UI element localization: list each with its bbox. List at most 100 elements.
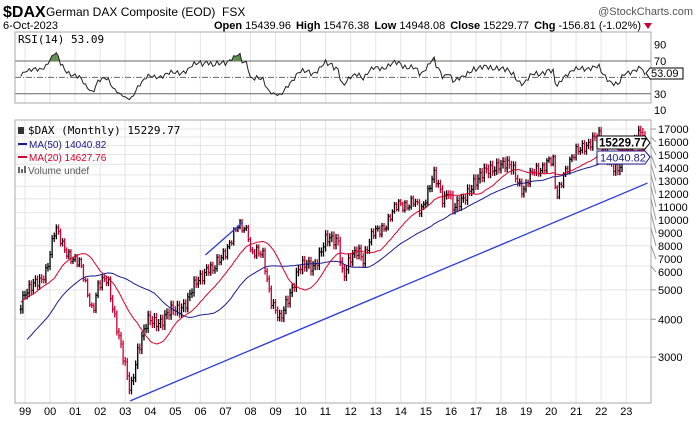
price-tick-leader [650, 265, 657, 273]
open-value: 15439.96 [245, 20, 291, 32]
high-value: 15476.38 [323, 20, 369, 32]
price-tick-leader [650, 164, 657, 182]
price-tick-label: 16000 [658, 137, 689, 149]
rsi-overbought-fill [233, 55, 236, 61]
x-axis: 99 00 01 02 03 04 05 06 07 08 09 10 11 12 13 14 15 16 17 18… [19, 406, 632, 418]
x-tick-label: 16 [445, 406, 457, 418]
x-tick-label: 20 [545, 406, 557, 418]
x-tick-label: 14 [395, 406, 407, 418]
trendline [204, 221, 244, 256]
x-tick-label: 12 [345, 406, 357, 418]
price-tick-leader [650, 154, 657, 169]
price-tick-label: 7000 [658, 254, 682, 266]
rsi-panel [15, 51, 651, 101]
close-label: Close [450, 20, 480, 32]
rsi-overbought-fill [56, 52, 59, 61]
legend-ma50: MA(50) 14040.82 [29, 140, 107, 151]
x-tick-label: 05 [169, 406, 181, 418]
price-tick-leader [650, 145, 657, 156]
rsi-value-text: 53.09 [651, 68, 679, 80]
price-tick-label: 17000 [658, 124, 689, 136]
rsi-axis: 90 70 30 10 [654, 40, 666, 118]
x-tick-label: 17 [470, 406, 482, 418]
ohlc-summary: Open 15439.96 High 15476.38 Low 14948.08 Close… [214, 20, 641, 32]
legend-price: $DAX (Monthly) 15229.77 [28, 124, 180, 137]
symbol: $DAX [3, 4, 46, 21]
x-tick-label: 07 [219, 406, 231, 418]
rsi-tick-label: 70 [654, 56, 666, 68]
price-panel-border [14, 119, 652, 404]
x-tick-label: 10 [295, 406, 307, 418]
price-tick-label: 12000 [658, 189, 689, 201]
close-value: 15229.77 [483, 20, 529, 32]
ma50-line [26, 153, 646, 340]
price-tick-label: 11000 [658, 202, 688, 214]
chg-value: -156.81 (-1.02%) [558, 20, 641, 32]
price-tick-leader [650, 245, 657, 260]
x-tick-label: 23 [620, 406, 632, 418]
x-tick-label: 03 [119, 406, 131, 418]
legend-volume: Volume undef [28, 166, 89, 177]
security-name: German DAX Composite (EOD) [46, 5, 215, 19]
price-tick-leader [650, 198, 657, 221]
price-tick-leader [650, 212, 657, 234]
x-tick-label: 04 [144, 406, 156, 418]
x-tick-label: 08 [244, 406, 256, 418]
price-tick-leader [650, 174, 657, 195]
chg-label: Chg [534, 20, 555, 32]
rsi-value-tag: 53.09 [645, 67, 684, 80]
price-tick-leader [650, 136, 657, 143]
rsi-overbought-fill [235, 55, 238, 61]
trendline [129, 182, 648, 402]
ma20-line [20, 146, 646, 345]
price-panel [19, 125, 648, 402]
price-tick-label: 4000 [658, 314, 682, 326]
price-tick-label: 15000 [658, 150, 689, 162]
price-tick-label: 10000 [658, 215, 689, 227]
legend-ma20: MA(20) 14627.76 [29, 153, 107, 164]
x-tick-label: 18 [495, 406, 507, 418]
x-tick-label: 99 [19, 406, 31, 418]
x-tick-label: 00 [44, 406, 56, 418]
x-tick-label: 13 [370, 406, 382, 418]
x-tick-label: 11 [320, 406, 331, 418]
rsi-tick-label: 10 [654, 105, 666, 117]
high-label: High [296, 20, 321, 32]
x-tick-label: 21 [570, 406, 582, 418]
volume-legend-icon [18, 167, 20, 173]
price-tick-label: 5000 [658, 285, 682, 297]
price-axis: 1700016000150001400013000120001100010000… [650, 124, 689, 364]
copyright: @StockCharts.com [598, 6, 693, 18]
x-tick-label: 06 [194, 406, 206, 418]
low-value: 14948.08 [399, 20, 445, 32]
price-tick-label: 9000 [658, 228, 682, 240]
x-tick-label: 19 [520, 406, 532, 418]
price-tick-leader [650, 186, 657, 208]
x-tick-label: 02 [94, 406, 106, 418]
rsi-line [20, 51, 646, 101]
ma50-value-tag: 14040.82 [596, 150, 651, 165]
price-tick-label: 6000 [658, 267, 682, 279]
price-legend-icon [18, 127, 24, 134]
price-tick-label: 3000 [658, 352, 682, 364]
low-label: Low [374, 20, 396, 32]
open-label: Open [214, 20, 242, 32]
last-close-tag: 15229.77 [596, 135, 651, 150]
price-tick-label: 13000 [658, 176, 689, 188]
x-tick-label: 01 [69, 406, 81, 418]
date: 6-Oct-2023 [3, 20, 58, 32]
x-tick-label: 09 [270, 406, 282, 418]
rsi-tick-label: 90 [654, 40, 666, 52]
down-arrow-icon [644, 23, 652, 29]
rsi-tick-label: 30 [654, 89, 666, 101]
last-close-text: 15229.77 [599, 138, 647, 150]
x-tick-label: 22 [595, 406, 607, 418]
gridlines [15, 32, 651, 403]
price-legend: $DAX (Monthly) 15229.77 MA(50) 14040.82 … [18, 124, 180, 177]
price-tick-label: 8000 [658, 241, 682, 253]
price-tick-label: 14000 [658, 163, 689, 175]
price-tick-leader [650, 228, 657, 247]
exchange: FSX [222, 5, 245, 19]
rsi-legend: RSI(14) 53.09 [18, 33, 104, 46]
